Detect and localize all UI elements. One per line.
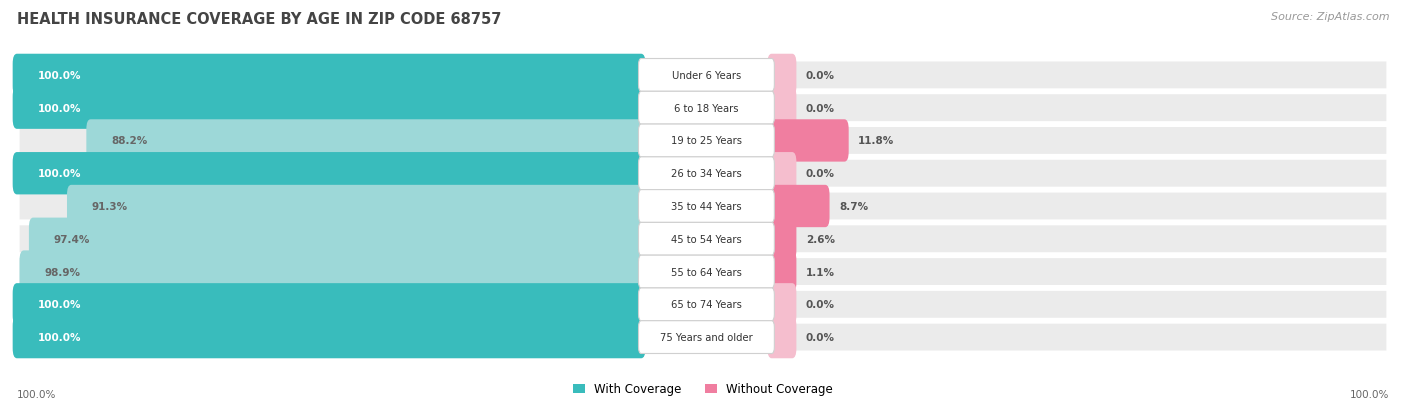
Text: 100.0%: 100.0% — [1350, 389, 1389, 399]
FancyBboxPatch shape — [768, 316, 796, 358]
Text: 35 to 44 Years: 35 to 44 Years — [671, 202, 742, 211]
FancyBboxPatch shape — [638, 288, 775, 321]
Text: 45 to 54 Years: 45 to 54 Years — [671, 234, 742, 244]
FancyBboxPatch shape — [638, 157, 775, 190]
FancyBboxPatch shape — [20, 160, 1386, 187]
Text: 88.2%: 88.2% — [111, 136, 148, 146]
FancyBboxPatch shape — [638, 59, 775, 92]
Text: 2.6%: 2.6% — [806, 234, 835, 244]
Text: 98.9%: 98.9% — [45, 267, 80, 277]
FancyBboxPatch shape — [638, 190, 775, 223]
FancyBboxPatch shape — [13, 316, 645, 358]
Text: 11.8%: 11.8% — [858, 136, 894, 146]
FancyBboxPatch shape — [768, 87, 796, 130]
FancyBboxPatch shape — [768, 120, 849, 162]
FancyBboxPatch shape — [638, 223, 775, 256]
Text: HEALTH INSURANCE COVERAGE BY AGE IN ZIP CODE 68757: HEALTH INSURANCE COVERAGE BY AGE IN ZIP … — [17, 12, 502, 27]
Text: 97.4%: 97.4% — [53, 234, 90, 244]
FancyBboxPatch shape — [20, 226, 1386, 253]
FancyBboxPatch shape — [768, 218, 796, 260]
Text: 100.0%: 100.0% — [38, 71, 82, 81]
FancyBboxPatch shape — [13, 55, 645, 97]
FancyBboxPatch shape — [638, 92, 775, 125]
Text: 6 to 18 Years: 6 to 18 Years — [675, 103, 738, 114]
FancyBboxPatch shape — [20, 128, 1386, 154]
FancyBboxPatch shape — [20, 259, 1386, 285]
Text: 0.0%: 0.0% — [806, 332, 835, 342]
Text: 100.0%: 100.0% — [38, 299, 82, 310]
FancyBboxPatch shape — [768, 251, 796, 293]
FancyBboxPatch shape — [768, 55, 796, 97]
Text: 65 to 74 Years: 65 to 74 Years — [671, 299, 742, 310]
FancyBboxPatch shape — [86, 120, 645, 162]
Text: 0.0%: 0.0% — [806, 103, 835, 114]
FancyBboxPatch shape — [13, 283, 645, 326]
FancyBboxPatch shape — [67, 185, 645, 228]
Text: 91.3%: 91.3% — [91, 202, 128, 211]
Text: 100.0%: 100.0% — [38, 169, 82, 179]
Text: 100.0%: 100.0% — [38, 103, 82, 114]
FancyBboxPatch shape — [638, 125, 775, 157]
Legend: With Coverage, Without Coverage: With Coverage, Without Coverage — [572, 382, 834, 395]
Text: 1.1%: 1.1% — [806, 267, 835, 277]
FancyBboxPatch shape — [20, 291, 1386, 318]
FancyBboxPatch shape — [13, 153, 645, 195]
FancyBboxPatch shape — [20, 251, 645, 293]
FancyBboxPatch shape — [20, 193, 1386, 220]
Text: 100.0%: 100.0% — [38, 332, 82, 342]
Text: 100.0%: 100.0% — [17, 389, 56, 399]
FancyBboxPatch shape — [20, 62, 1386, 89]
Text: Under 6 Years: Under 6 Years — [672, 71, 741, 81]
Text: 8.7%: 8.7% — [839, 202, 868, 211]
FancyBboxPatch shape — [638, 256, 775, 288]
FancyBboxPatch shape — [13, 87, 645, 130]
Text: 0.0%: 0.0% — [806, 299, 835, 310]
FancyBboxPatch shape — [768, 185, 830, 228]
FancyBboxPatch shape — [30, 218, 645, 260]
Text: 75 Years and older: 75 Years and older — [659, 332, 752, 342]
FancyBboxPatch shape — [768, 283, 796, 326]
FancyBboxPatch shape — [20, 95, 1386, 122]
FancyBboxPatch shape — [20, 324, 1386, 351]
Text: 19 to 25 Years: 19 to 25 Years — [671, 136, 742, 146]
FancyBboxPatch shape — [638, 321, 775, 354]
Text: Source: ZipAtlas.com: Source: ZipAtlas.com — [1271, 12, 1389, 22]
Text: 0.0%: 0.0% — [806, 169, 835, 179]
FancyBboxPatch shape — [768, 153, 796, 195]
Text: 26 to 34 Years: 26 to 34 Years — [671, 169, 742, 179]
Text: 55 to 64 Years: 55 to 64 Years — [671, 267, 742, 277]
Text: 0.0%: 0.0% — [806, 71, 835, 81]
